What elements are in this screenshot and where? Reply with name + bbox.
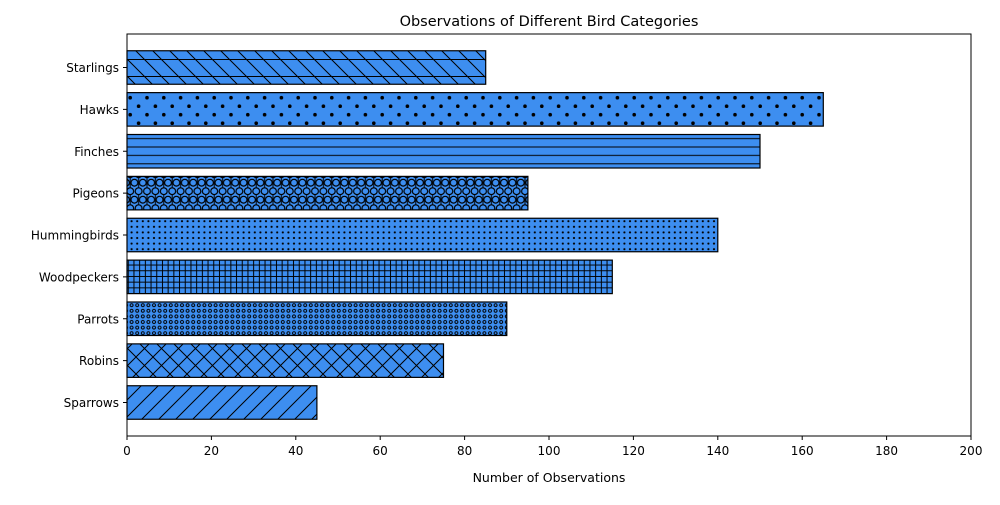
y-tick-label-starlings: Starlings bbox=[66, 61, 119, 75]
x-axis-label: Number of Observations bbox=[473, 470, 626, 485]
y-tick-label-hummingbirds: Hummingbirds bbox=[31, 229, 119, 243]
x-tick-label: 140 bbox=[706, 444, 729, 458]
x-tick-label: 160 bbox=[791, 444, 814, 458]
bar-starlings bbox=[126, 50, 487, 85]
y-tick-label-pigeons: Pigeons bbox=[72, 187, 119, 201]
chart-title: Observations of Different Bird Categorie… bbox=[400, 14, 699, 30]
x-tick-label: 0 bbox=[123, 444, 131, 458]
x-tick-label: 80 bbox=[457, 444, 472, 458]
bar-hawks bbox=[126, 92, 824, 127]
x-tick-label: 20 bbox=[204, 444, 219, 458]
y-tick-label-sparrows: Sparrows bbox=[64, 396, 119, 410]
bar-parrots bbox=[126, 301, 508, 337]
y-tick-label-finches: Finches bbox=[74, 145, 119, 159]
x-tick-label: 200 bbox=[960, 444, 983, 458]
bar-pigeons bbox=[126, 175, 529, 211]
bar-woodpeckers bbox=[126, 259, 613, 295]
x-tick-label: 60 bbox=[373, 444, 388, 458]
x-tick-label: 100 bbox=[538, 444, 561, 458]
x-tick-label: 40 bbox=[288, 444, 303, 458]
x-tick-label: 120 bbox=[622, 444, 645, 458]
y-tick-label-woodpeckers: Woodpeckers bbox=[39, 270, 119, 284]
x-tick-label: 180 bbox=[875, 444, 898, 458]
bar-finches bbox=[126, 133, 761, 169]
y-tick-label-hawks: Hawks bbox=[80, 103, 119, 117]
y-tick-label-parrots: Parrots bbox=[77, 312, 119, 326]
bar-hummingbirds bbox=[126, 217, 719, 253]
bar-robins bbox=[126, 343, 445, 378]
y-tick-label-robins: Robins bbox=[79, 354, 119, 368]
bar-sparrows bbox=[126, 385, 318, 420]
